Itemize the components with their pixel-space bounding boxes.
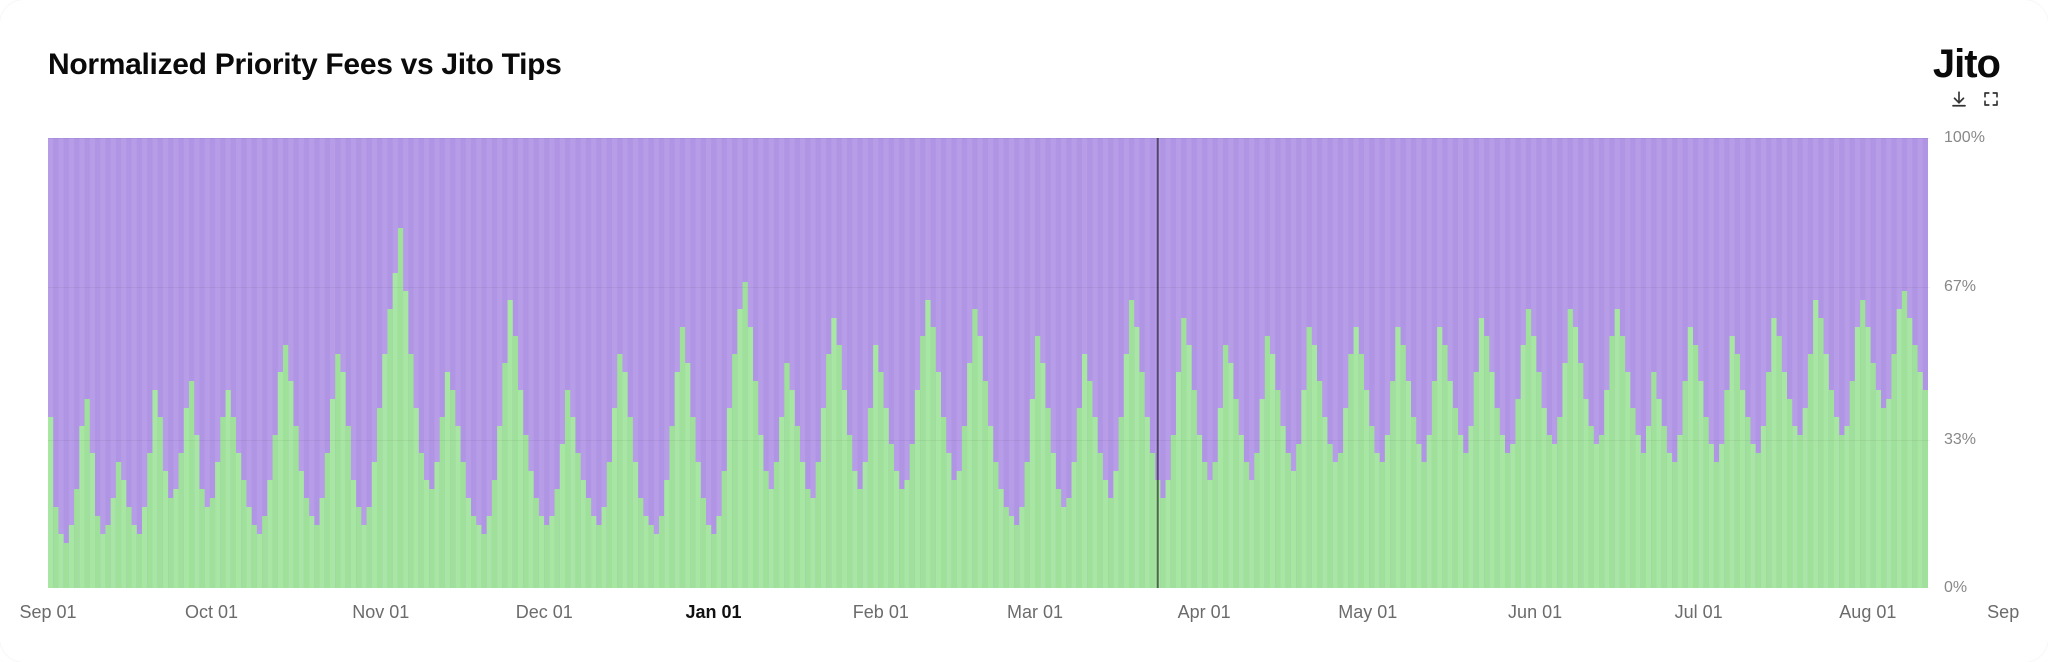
- chart-plot[interactable]: [48, 138, 1930, 588]
- x-tick-label: Sep 01: [19, 602, 76, 623]
- x-tick-label: Apr 01: [1178, 602, 1231, 623]
- logo-block: Jito: [1933, 44, 2000, 108]
- x-tick-label: May 01: [1338, 602, 1397, 623]
- x-axis: Sep 01Oct 01Nov 01Dec 01Jan 01Feb 01Mar …: [48, 602, 1928, 632]
- chart-title: Normalized Priority Fees vs Jito Tips: [48, 48, 2000, 82]
- chart-card: Normalized Priority Fees vs Jito Tips Ji…: [0, 0, 2048, 662]
- x-tick-label: Nov 01: [352, 602, 409, 623]
- x-tick-label: Aug 01: [1839, 602, 1896, 623]
- x-tick-label: Jun 01: [1508, 602, 1562, 623]
- y-tick-label: 33%: [1944, 431, 1976, 449]
- x-tick-label: Feb 01: [853, 602, 909, 623]
- x-tick-label: Dec 01: [516, 602, 573, 623]
- y-axis: 0%33%67%100%: [1930, 138, 2000, 588]
- x-tick-label: Mar 01: [1007, 602, 1063, 623]
- x-tick-label: Jul 01: [1675, 602, 1723, 623]
- x-tick-label: Jan 01: [685, 602, 741, 623]
- download-icon[interactable]: [1950, 90, 1968, 108]
- y-tick-label: 100%: [1944, 129, 1985, 147]
- x-tick-label: Sep: [1987, 602, 2019, 623]
- y-tick-label: 67%: [1944, 278, 1976, 296]
- brand-logo: Jito: [1933, 44, 2000, 84]
- chart-area: 0%33%67%100%: [48, 138, 2000, 588]
- expand-icon[interactable]: [1982, 90, 2000, 108]
- y-tick-label: 0%: [1944, 579, 1967, 597]
- x-tick-label: Oct 01: [185, 602, 238, 623]
